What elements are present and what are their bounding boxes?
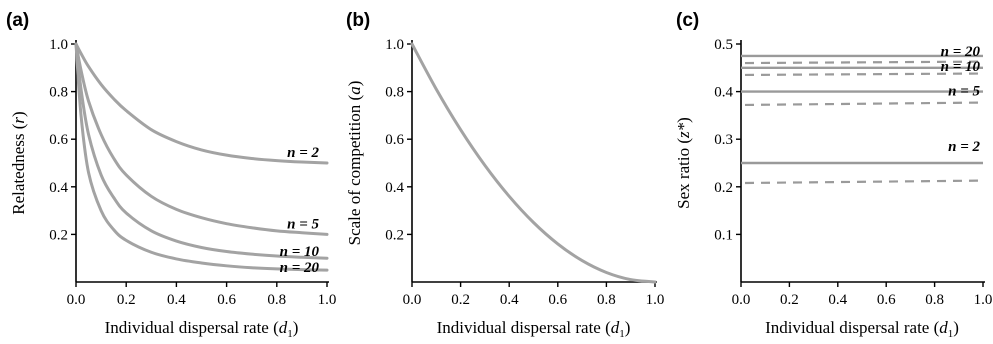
y-tick-label: 0.3 bbox=[714, 132, 733, 148]
panel-label: (a) bbox=[6, 10, 29, 31]
x-tick-label: 0.2 bbox=[117, 292, 136, 308]
series-label: n = 20 bbox=[280, 260, 320, 276]
y-tick-label: 0.4 bbox=[714, 85, 733, 101]
y-axis-title: Scale of competition (a) bbox=[345, 81, 364, 246]
y-tick-label: 0.2 bbox=[49, 227, 68, 243]
x-tick-label: 0.8 bbox=[925, 292, 944, 308]
y-tick-label: 0.1 bbox=[714, 227, 733, 243]
x-tick-label: 0.2 bbox=[451, 292, 470, 308]
y-tick-label: 0.2 bbox=[385, 227, 404, 243]
panel-b: (b) 0.0 0.2 0.4 0.6 0.8 1.0 0.2 0.4 0.6 0.8 1.0 Indi… bbox=[345, 10, 664, 340]
series-line bbox=[74, 42, 329, 272]
x-axis-title: Individual dispersal rate (d1) bbox=[437, 318, 631, 340]
x-tick-label: 0.4 bbox=[500, 292, 519, 308]
x-tick-label: 1.0 bbox=[974, 292, 993, 308]
x-axis-title: Individual dispersal rate (d1) bbox=[765, 318, 959, 340]
dashed-line bbox=[744, 179, 984, 185]
x-tick-label: 0.6 bbox=[217, 292, 236, 308]
x-tick-label: 0.8 bbox=[597, 292, 616, 308]
y-tick-label: 1.0 bbox=[385, 37, 404, 53]
x-tick-label: 0.4 bbox=[828, 292, 847, 308]
y-axis-title: Relatedness (r) bbox=[9, 111, 28, 214]
series-label: n = 2 bbox=[948, 139, 980, 155]
series-label: n = 10 bbox=[941, 59, 981, 75]
panel-label: (c) bbox=[676, 10, 699, 31]
y-axis-title: Sex ratio (z*) bbox=[674, 117, 693, 209]
series-label: n = 20 bbox=[941, 44, 981, 60]
series-line bbox=[74, 42, 329, 236]
y-tick-label: 0.5 bbox=[714, 37, 733, 53]
dashed-line bbox=[744, 72, 984, 77]
x-tick-label: 0.6 bbox=[877, 292, 896, 308]
dashed-line bbox=[744, 60, 984, 65]
x-tick-label: 0.0 bbox=[67, 292, 86, 308]
series-line bbox=[74, 42, 329, 165]
x-axis-title: Individual dispersal rate (d1) bbox=[105, 318, 299, 340]
series-label: n = 10 bbox=[280, 244, 320, 260]
y-tick-label: 0.8 bbox=[385, 85, 404, 101]
y-tick-label: 0.4 bbox=[385, 180, 404, 196]
y-tick-label: 1.0 bbox=[49, 37, 68, 53]
y-tick-label: 0.8 bbox=[49, 85, 68, 101]
x-tick-label: 0.0 bbox=[732, 292, 751, 308]
series-label: n = 5 bbox=[948, 84, 980, 100]
y-tick-label: 0.6 bbox=[49, 132, 68, 148]
series-label: n = 5 bbox=[287, 216, 319, 232]
y-tick-label: 0.6 bbox=[385, 132, 404, 148]
x-tick-label: 0.8 bbox=[267, 292, 286, 308]
x-tick-label: 0.6 bbox=[548, 292, 567, 308]
y-tick-label: 0.2 bbox=[714, 180, 733, 196]
x-tick-label: 0.0 bbox=[403, 292, 422, 308]
x-tick-label: 0.2 bbox=[780, 292, 799, 308]
x-tick-label: 1.0 bbox=[646, 292, 665, 308]
panel-a: (a) 0.0 0.2 0.4 0.6 0.8 1.0 0.2 0.4 0.6 0.8 1.0 Indi… bbox=[6, 10, 336, 340]
series-line bbox=[410, 42, 657, 284]
dashed-line bbox=[744, 101, 984, 107]
series-line bbox=[74, 42, 329, 260]
panel-label: (b) bbox=[346, 10, 370, 31]
x-tick-label: 0.4 bbox=[167, 292, 186, 308]
panel-c: (c) 0.0 0.2 0.4 0.6 0.8 1.0 0.1 0.2 0.3 0.4 0.5 Indi… bbox=[674, 10, 992, 340]
x-tick-label: 1.0 bbox=[318, 292, 337, 308]
y-tick-label: 0.4 bbox=[49, 180, 68, 196]
series-label: n = 2 bbox=[287, 145, 319, 161]
